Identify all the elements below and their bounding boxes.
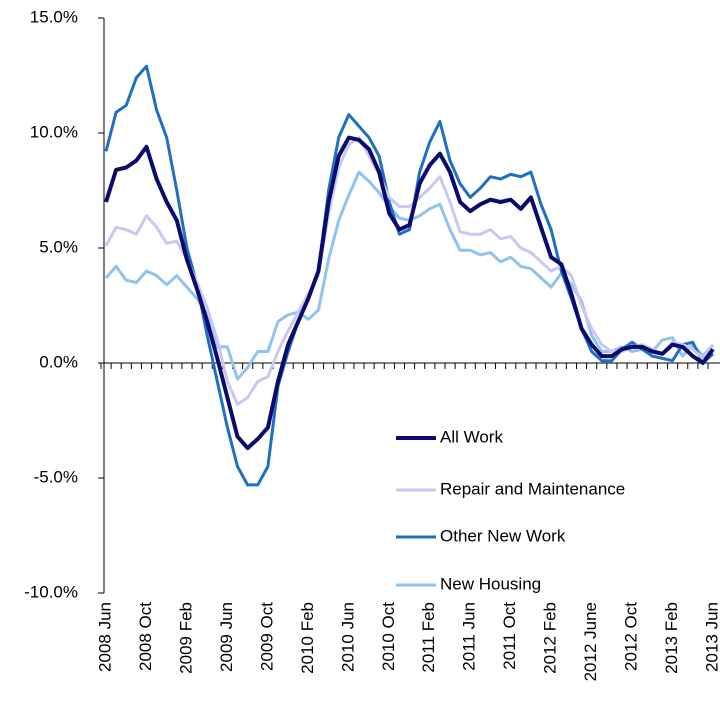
- x-tick-label: 2012 June: [581, 602, 600, 681]
- series-line: [104, 135, 715, 451]
- x-tick-label: 2011 Jun: [460, 602, 479, 671]
- x-tick-label: 2013 Feb: [662, 602, 681, 674]
- x-tick-label: 2008 Oct: [136, 602, 155, 671]
- y-tick-label: 10.0%: [30, 122, 78, 141]
- x-tick-label: 2008 Jun: [95, 602, 114, 672]
- x-tick-label: 2011 Feb: [419, 602, 438, 673]
- x-tick-label: 2011 Oct: [500, 602, 519, 670]
- legend-label: Other New Work: [440, 526, 566, 545]
- x-tick-label: 2010 Oct: [379, 602, 398, 671]
- y-tick-label: -10.0%: [24, 582, 78, 601]
- y-tick-label: -5.0%: [34, 467, 78, 486]
- x-tick-label: 2009 Feb: [176, 602, 195, 674]
- legend-label: All Work: [440, 427, 503, 446]
- x-tick-label: 2010 Feb: [298, 602, 317, 674]
- legend-label: New Housing: [440, 574, 541, 593]
- x-tick-label: 2012 Feb: [541, 602, 560, 674]
- legend-label: Repair and Maintenance: [440, 479, 625, 498]
- series-line: [104, 64, 715, 487]
- y-tick-label: 0.0%: [39, 352, 78, 371]
- x-tick-label: 2013 Jun: [702, 602, 720, 672]
- x-tick-label: 2009 Oct: [257, 602, 276, 671]
- x-tick-label: 2012 Oct: [622, 602, 641, 671]
- y-tick-label: 5.0%: [39, 237, 78, 256]
- series-line: [104, 136, 715, 406]
- x-tick-label: 2009 Jun: [217, 602, 236, 672]
- x-tick-label: 2010 Jun: [338, 602, 357, 672]
- y-tick-label: 15.0%: [30, 7, 78, 26]
